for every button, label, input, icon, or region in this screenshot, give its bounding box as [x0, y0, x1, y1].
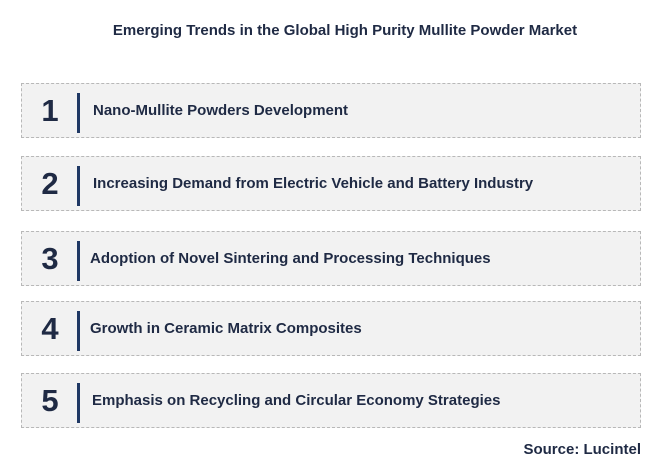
- trend-number: 5: [41, 382, 59, 418]
- trend-item-4: 4 Growth in Ceramic Matrix Composites: [21, 301, 641, 356]
- trend-number: 3: [41, 240, 59, 276]
- trend-number: 4: [41, 310, 59, 346]
- accent-bar: [77, 93, 80, 133]
- trend-label: Increasing Demand from Electric Vehicle …: [93, 175, 534, 192]
- accent-bar: [77, 383, 80, 423]
- trend-number: 2: [41, 165, 59, 201]
- trend-item-2: 2 Increasing Demand from Electric Vehicl…: [21, 156, 641, 211]
- accent-bar: [77, 311, 80, 351]
- trend-label: Nano-Mullite Powders Development: [93, 102, 349, 119]
- accent-bar: [77, 166, 80, 206]
- trend-label: Growth in Ceramic Matrix Composites: [90, 320, 362, 337]
- trend-label: Emphasis on Recycling and Circular Econo…: [92, 392, 501, 409]
- trend-number: 1: [41, 92, 59, 128]
- accent-bar: [77, 241, 80, 281]
- trend-item-3: 3 Adoption of Novel Sintering and Proces…: [21, 231, 641, 286]
- source-credit: Source: Lucintel: [523, 441, 641, 458]
- trend-label: Adoption of Novel Sintering and Processi…: [90, 250, 491, 267]
- trend-item-5: 5 Emphasis on Recycling and Circular Eco…: [21, 373, 641, 428]
- trend-item-1: 1 Nano-Mullite Powders Development: [21, 83, 641, 138]
- diagram-title: Emerging Trends in the Global High Purit…: [112, 22, 578, 39]
